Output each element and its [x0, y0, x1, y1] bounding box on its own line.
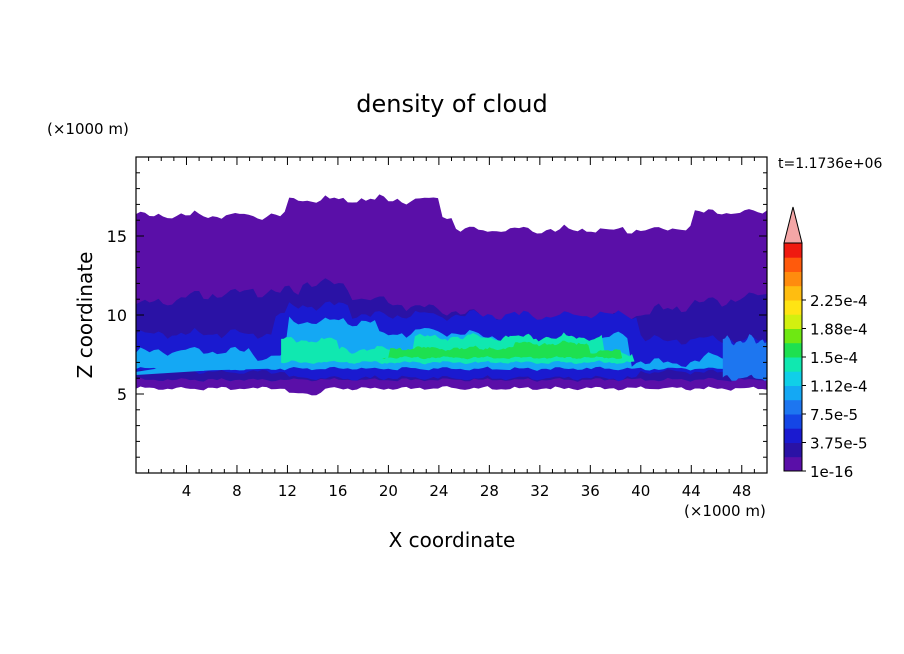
cloud-contour-left-streak: [136, 359, 269, 376]
x-tick-label: 4: [182, 482, 192, 500]
x-tick-label: 28: [480, 482, 499, 500]
colorbar-segment: [784, 399, 802, 415]
colorbar-segment: [784, 371, 802, 386]
colorbar-segment: [784, 257, 802, 272]
x-tick-label: 40: [631, 482, 650, 500]
cloud-contour-edge: [722, 334, 767, 381]
y-unit-label: (×1000 m): [47, 120, 129, 138]
x-tick-label: 44: [682, 482, 701, 500]
colorbar-label: 7.5e-5: [810, 406, 858, 424]
colorbar-label: 2.25e-4: [810, 292, 868, 310]
colorbar: 2.25e-4 1.88e-4 1.5e-4 1.12e-4 7.5e-5 3.75e-5…: [783, 206, 868, 481]
x-tick-label: 8: [232, 482, 242, 500]
y-tick-label: 5: [117, 385, 127, 404]
colorbar-segment: [784, 357, 802, 372]
x-tick-label: 36: [581, 482, 600, 500]
cloud-contour-1.3e-4: [350, 340, 629, 360]
colorbar-label: 3.75e-5: [810, 435, 868, 453]
x-axis-ticks: 4 8 12 16 20 24 28 32 36 40 44 48: [148, 157, 755, 500]
colorbar-segment: [784, 442, 802, 458]
colorbar-segment: [784, 243, 802, 258]
y-axis-ticks: 5 10 15: [107, 172, 767, 458]
colorbar-segment: [784, 328, 802, 344]
colorbar-segment: [784, 271, 802, 287]
chart-title: density of cloud: [356, 90, 547, 118]
x-unit-label: (×1000 m): [684, 502, 766, 520]
colorbar-segment: [784, 300, 802, 315]
colorbar-segment: [784, 342, 802, 358]
colorbar-segment: [784, 428, 802, 443]
colorbar-segment: [784, 385, 802, 401]
colorbar-segment: [784, 285, 802, 301]
x-tick-label: 20: [379, 482, 398, 500]
x-tick-label: 12: [278, 482, 297, 500]
colorbar-label: 1.12e-4: [810, 378, 868, 396]
x-tick-label: 16: [328, 482, 347, 500]
colorbar-segment: [784, 456, 802, 472]
y-tick-label: 15: [107, 227, 127, 246]
x-tick-label: 32: [530, 482, 549, 500]
colorbar-label: 1e-16: [810, 463, 853, 481]
colorbar-segment: [784, 414, 802, 429]
colorbar-segment: [784, 314, 802, 329]
cloud-field: [136, 194, 767, 396]
x-tick-label: 48: [732, 482, 751, 500]
x-axis-label: X coordinate: [389, 528, 516, 552]
y-axis-label: Z coordinate: [73, 252, 97, 379]
y-tick-label: 10: [107, 306, 127, 325]
x-tick-label: 24: [429, 482, 448, 500]
colorbar-extend-arrow: [783, 206, 803, 244]
time-label: t=1.1736e+06: [778, 156, 882, 172]
colorbar-label: 1.5e-4: [810, 349, 858, 367]
colorbar-label: 1.88e-4: [810, 321, 868, 339]
